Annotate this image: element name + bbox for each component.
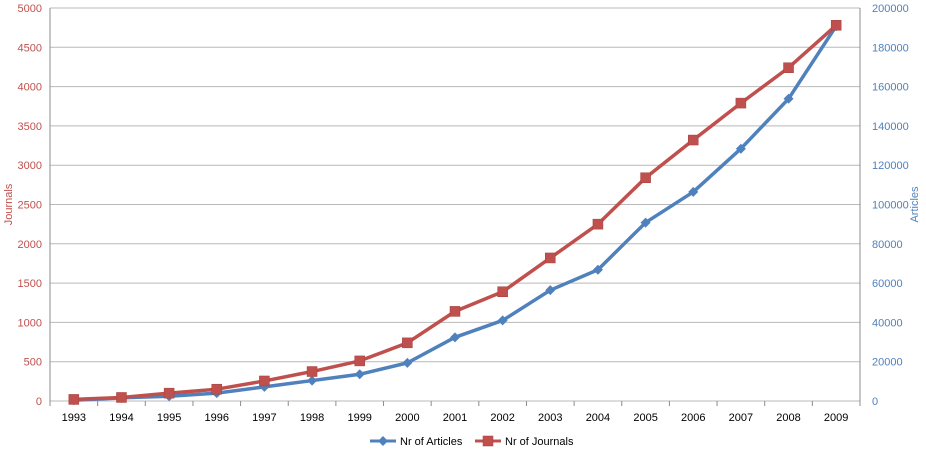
left-tick-label: 0 [36, 396, 42, 408]
x-tick-label: 2008 [776, 412, 800, 424]
left-axis-title: Journals [3, 183, 15, 225]
data-point-square [640, 172, 651, 184]
left-tick-label: 500 [24, 357, 42, 369]
data-point-diamond [307, 375, 318, 386]
left-tick-label: 3500 [18, 121, 42, 133]
x-tick-label: 2009 [824, 412, 848, 424]
gridlines [49, 7, 861, 402]
data-point-square [116, 392, 127, 403]
right-tick-label: 60000 [872, 278, 903, 290]
right-tick-label: 200000 [872, 3, 909, 15]
x-tick-label: 1994 [109, 412, 133, 424]
data-point-diamond [688, 186, 699, 197]
data-point-diamond [783, 93, 794, 104]
data-point-square [211, 383, 223, 395]
legend-label: Nr of Articles [400, 436, 463, 448]
data-point-square [163, 387, 175, 399]
series-layer [68, 20, 842, 406]
x-tick-label: 2005 [633, 412, 657, 424]
data-point-square [68, 394, 80, 405]
left-axis-ticks: 0 500 1000 1500 2000 2500 3000 3500 4000 4500 5000 [18, 3, 42, 408]
data-point-square [545, 252, 556, 264]
left-tick-label: 4000 [18, 82, 42, 94]
x-tick-label: 2007 [729, 412, 753, 424]
data-point-square [402, 337, 413, 349]
left-tick-label: 5000 [18, 3, 42, 15]
data-point-diamond [450, 332, 460, 343]
x-tick-label: 2002 [490, 412, 514, 424]
series-nr-of-articles [68, 21, 842, 406]
x-tick-label: 1999 [347, 412, 371, 424]
left-tick-label: 1500 [18, 278, 42, 290]
data-point-square [306, 366, 318, 377]
x-tick-label: 1995 [157, 412, 181, 424]
x-tick-label: 1997 [252, 412, 276, 424]
right-tick-label: 20000 [872, 357, 903, 369]
data-point-square [259, 375, 270, 387]
data-point-square [735, 97, 747, 109]
right-axis-title: Articles [909, 186, 921, 223]
data-point-diamond [735, 143, 746, 154]
x-tick-label: 2006 [681, 412, 705, 424]
data-point-square [449, 306, 461, 317]
right-tick-label: 180000 [872, 42, 909, 54]
right-tick-label: 160000 [872, 82, 909, 94]
data-point-diamond [497, 315, 508, 326]
left-tick-label: 1000 [18, 317, 42, 329]
right-axis-ticks: 0 20000 40000 60000 80000 100000 120000 140000 1… [872, 3, 909, 408]
x-tick-label: 2003 [538, 412, 562, 424]
legend: Nr of Articles Nr of Journals [370, 435, 574, 448]
x-axis-ticks: 1993 1994 1995 1996 1997 1998 1999 2000 2001 2002… [49, 401, 861, 424]
x-tick-label: 2004 [586, 412, 610, 424]
right-tick-label: 100000 [872, 200, 909, 212]
left-tick-label: 4500 [18, 42, 42, 54]
data-point-diamond [640, 217, 651, 228]
right-tick-label: 0 [872, 396, 878, 408]
data-point-square [354, 355, 365, 367]
data-point-diamond [545, 285, 556, 296]
data-point-square [783, 62, 794, 73]
series-line [73, 23, 838, 402]
data-point-square [687, 134, 699, 146]
data-point-square [497, 286, 508, 297]
x-tick-label: 2000 [395, 412, 419, 424]
right-tick-label: 80000 [872, 239, 903, 251]
series-line [73, 25, 838, 402]
legend-item: Nr of Journals [475, 435, 574, 448]
legend-marker-square [482, 435, 494, 447]
x-tick-label: 1993 [62, 412, 86, 424]
legend-label: Nr of Journals [505, 436, 574, 448]
data-point-diamond [402, 357, 413, 368]
data-point-diamond [592, 264, 603, 275]
right-tick-label: 40000 [872, 317, 903, 329]
left-tick-label: 2000 [18, 239, 42, 251]
series-nr-of-journals [68, 20, 842, 405]
x-tick-label: 1998 [300, 412, 324, 424]
legend-item: Nr of Articles [370, 436, 463, 448]
left-tick-label: 2500 [18, 200, 42, 212]
data-point-diamond [354, 369, 365, 380]
x-tick-label: 2001 [443, 412, 467, 424]
x-tick-label: 1996 [205, 412, 229, 424]
left-tick-label: 3000 [18, 160, 42, 172]
data-point-square [830, 20, 842, 31]
legend-marker-diamond [378, 436, 388, 446]
right-tick-label: 140000 [872, 121, 909, 133]
data-point-square [592, 218, 604, 230]
right-tick-label: 120000 [872, 160, 909, 172]
